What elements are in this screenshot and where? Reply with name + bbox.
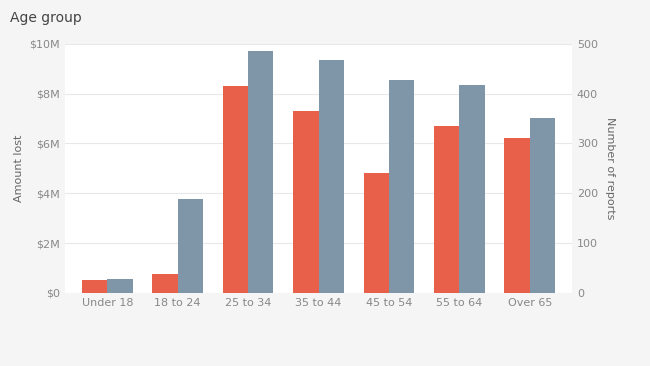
Bar <box>434 126 460 293</box>
Text: Age group: Age group <box>10 11 81 25</box>
Bar <box>460 85 485 293</box>
Bar <box>530 117 555 293</box>
Y-axis label: Number of reports: Number of reports <box>604 117 615 220</box>
Bar <box>363 173 389 293</box>
Bar <box>177 199 203 293</box>
Bar <box>152 274 177 293</box>
Bar <box>223 86 248 293</box>
Bar <box>504 138 530 293</box>
Bar <box>107 279 133 293</box>
Bar <box>248 51 274 293</box>
Bar <box>318 60 344 293</box>
Bar <box>389 80 414 293</box>
Bar <box>82 280 107 293</box>
Y-axis label: Amount lost: Amount lost <box>14 135 24 202</box>
Bar <box>293 111 318 293</box>
